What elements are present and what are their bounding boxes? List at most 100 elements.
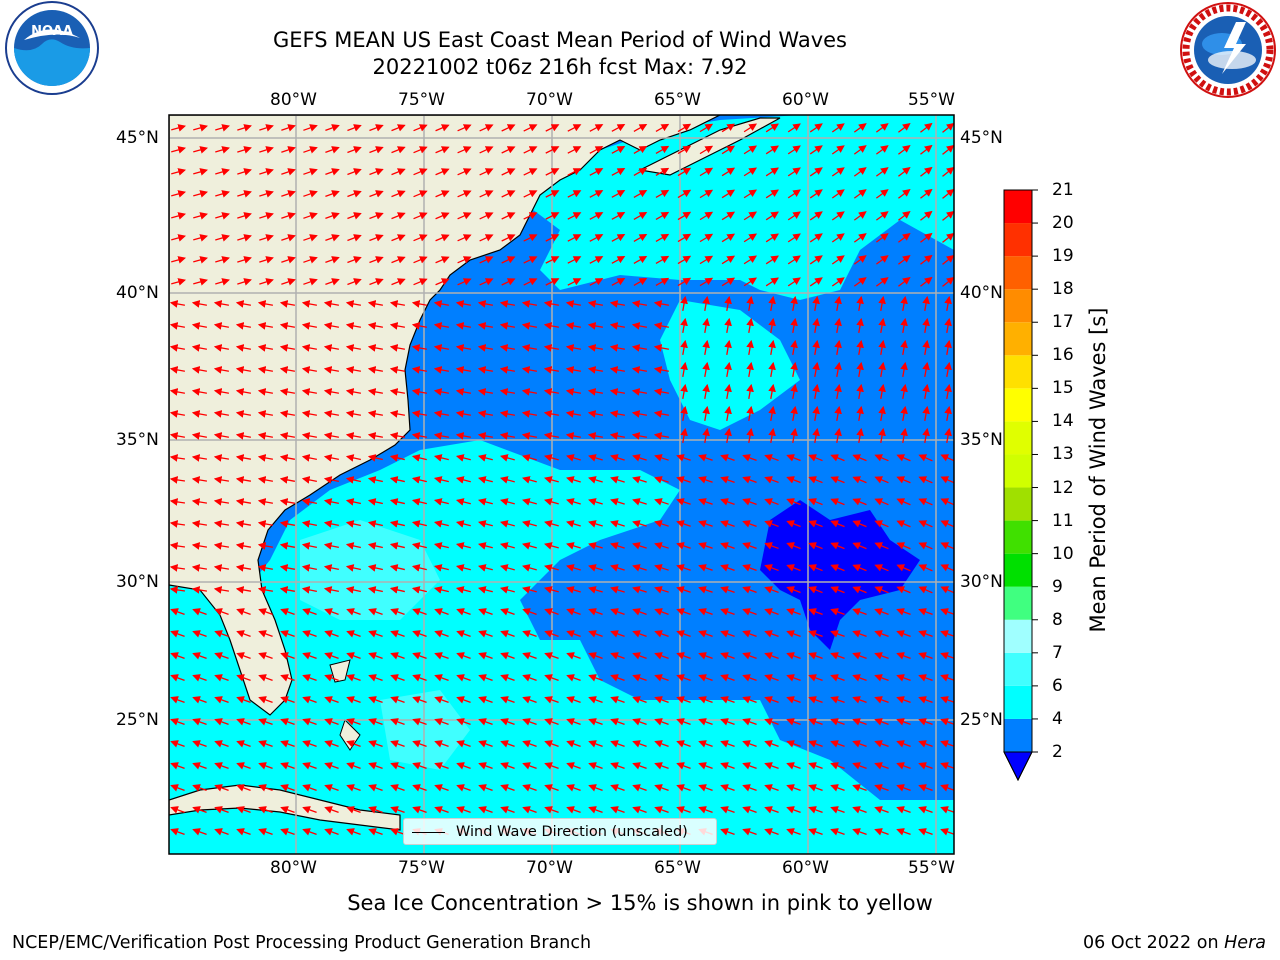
wind-wave-arrow — [898, 188, 911, 199]
wind-wave-arrow — [543, 366, 560, 374]
wind-wave-arrow — [411, 388, 428, 396]
wind-wave-arrow — [566, 476, 581, 484]
wind-wave-arrow — [610, 476, 625, 484]
wind-wave-arrow — [852, 718, 867, 726]
wind-wave-arrow — [764, 652, 779, 660]
wind-wave-arrow — [702, 339, 710, 356]
wind-wave-arrow — [831, 123, 845, 133]
wind-wave-arrow — [500, 762, 515, 770]
wind-wave-arrow — [279, 564, 295, 572]
wind-wave-arrow — [213, 366, 230, 374]
wind-wave-arrow — [609, 410, 626, 418]
wind-wave-arrow — [588, 630, 603, 638]
map-title: GEFS MEAN US East Coast Mean Period of W… — [273, 28, 847, 52]
wind-wave-arrow — [433, 322, 450, 330]
wind-wave-arrow — [522, 740, 537, 748]
wind-wave-arrow — [566, 586, 581, 594]
wind-wave-arrow — [434, 608, 449, 616]
wind-wave-arrow — [191, 520, 208, 528]
wind-wave-arrow — [303, 168, 318, 176]
colorbar-tick-label: 13 — [1052, 444, 1074, 465]
wind-wave-arrow — [280, 608, 295, 616]
wind-wave-arrow — [411, 498, 427, 506]
wind-wave-arrow — [235, 520, 252, 528]
wind-wave-arrow — [302, 674, 317, 682]
wind-wave-arrow — [325, 256, 340, 264]
wind-wave-arrow — [610, 564, 625, 572]
wind-wave-arrow — [543, 344, 560, 352]
wind-wave-arrow — [433, 344, 450, 352]
wind-wave-arrow — [324, 608, 339, 616]
wind-wave-arrow — [567, 168, 582, 176]
wind-wave-arrow — [412, 740, 427, 748]
wind-wave-arrow — [920, 122, 933, 133]
wind-wave-arrow — [918, 674, 933, 682]
wind-wave-arrow — [565, 366, 582, 374]
wind-wave-arrow — [456, 674, 471, 682]
lat-tick-right-0: 45°N — [960, 128, 1003, 148]
wind-wave-arrow — [920, 210, 933, 221]
wind-wave-arrow — [257, 366, 274, 374]
wind-wave-arrow — [279, 432, 296, 440]
wind-wave-arrow — [834, 295, 842, 312]
wind-wave-arrow — [301, 366, 318, 374]
wind-wave-arrow — [523, 190, 538, 198]
wind-wave-arrow — [455, 322, 472, 330]
wind-wave-arrow — [367, 498, 383, 506]
wind-wave-arrow — [940, 674, 954, 682]
wind-wave-arrow — [192, 696, 207, 704]
wind-wave-arrow — [391, 190, 406, 198]
wind-wave-arrow — [171, 278, 187, 286]
wind-wave-arrow — [653, 300, 670, 308]
wind-wave-arrow — [631, 344, 648, 352]
wind-wave-arrow — [698, 740, 713, 748]
wind-wave-arrow — [944, 405, 952, 422]
wind-wave-arrow — [856, 427, 864, 444]
wind-wave-arrow — [808, 652, 823, 660]
wind-wave-arrow — [918, 564, 933, 572]
wind-wave-arrow — [215, 278, 230, 286]
wind-wave-arrow — [720, 454, 735, 462]
wind-wave-arrow — [215, 190, 230, 198]
wind-wave-arrow — [874, 696, 889, 704]
map-subtitle: 20221002 t06z 216h fcst Max: 7.92 — [372, 55, 748, 79]
wind-wave-arrow — [237, 256, 252, 264]
wind-wave-arrow — [301, 410, 318, 418]
wind-wave-arrow — [193, 278, 208, 286]
wind-wave-arrow — [500, 652, 515, 660]
wind-wave-arrow — [588, 718, 603, 726]
wind-wave-arrow — [500, 718, 515, 726]
wind-wave-arrow — [764, 630, 779, 638]
wind-wave-arrow — [942, 254, 954, 265]
colorbar-segment — [1004, 487, 1032, 521]
wind-wave-arrow — [768, 295, 776, 312]
wind-wave-arrow — [279, 454, 295, 462]
wind-wave-arrow — [830, 630, 845, 638]
wind-wave-arrow — [346, 608, 361, 616]
wind-wave-arrow — [499, 322, 516, 330]
lon-tick-bottom-0: 80°W — [270, 858, 317, 878]
wind-wave-arrow — [235, 388, 252, 396]
map-legend: Wind Wave Direction (unscaled) — [403, 818, 717, 845]
wind-wave-arrow — [413, 146, 428, 154]
colorbar-segment — [1004, 421, 1032, 455]
wind-wave-arrow — [345, 498, 361, 506]
wind-wave-arrow — [345, 322, 362, 330]
wind-wave-arrow — [455, 300, 472, 308]
colorbar-tick-label: 20 — [1052, 213, 1074, 234]
wind-wave-arrow — [787, 211, 801, 221]
wind-wave-arrow — [918, 718, 933, 726]
wind-wave-arrow — [280, 740, 295, 748]
wind-wave-arrow — [215, 234, 230, 242]
wind-wave-arrow — [434, 696, 449, 704]
wind-wave-arrow — [720, 498, 735, 506]
wind-wave-arrow — [610, 674, 625, 682]
wind-wave-arrow — [522, 454, 537, 462]
wind-wave-arrow — [544, 630, 559, 638]
wind-wave-arrow — [171, 124, 187, 132]
wind-wave-arrow — [368, 674, 383, 682]
wind-wave-arrow — [368, 652, 383, 660]
wind-wave-arrow — [764, 608, 779, 616]
wind-wave-arrow — [413, 278, 428, 286]
wind-wave-arrow — [214, 696, 229, 704]
